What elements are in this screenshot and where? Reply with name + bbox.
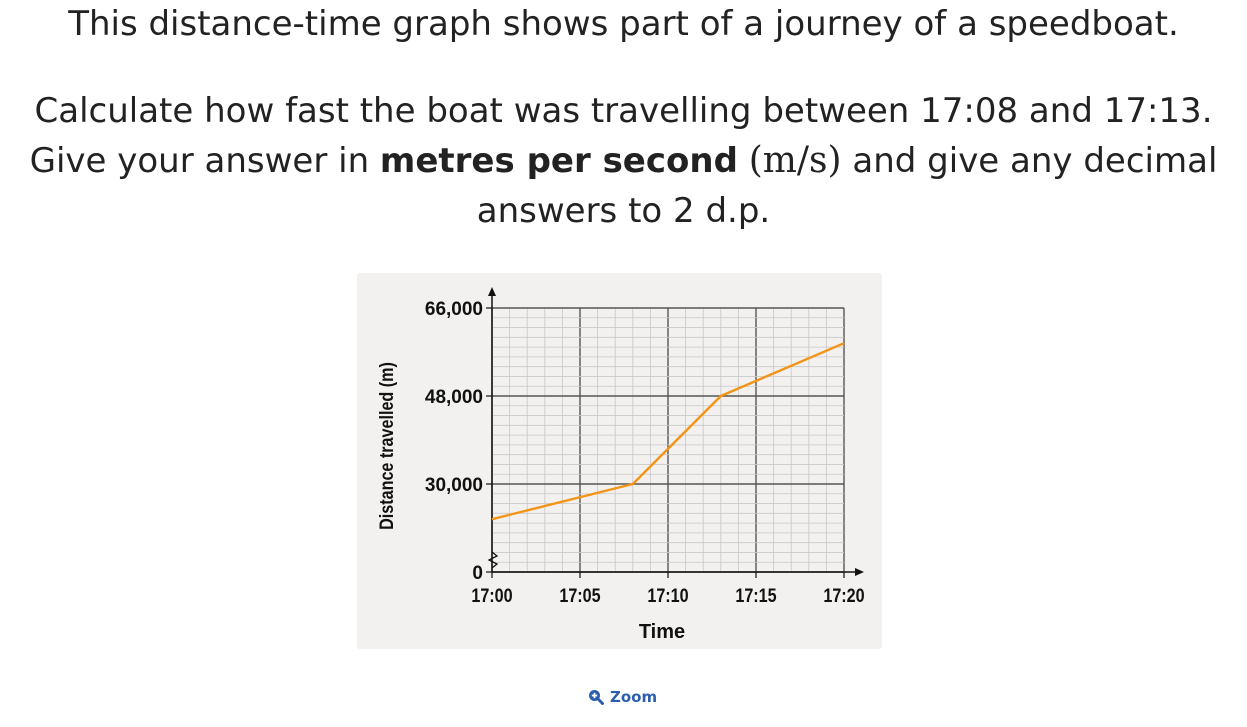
unit-emphasis: metres per second [379, 141, 738, 181]
chart-svg: 0 30,000 48,000 66,000 17:00 17:05 17:10 17:15 1… [376, 287, 865, 643]
x-tick-label: 17:05 [559, 585, 600, 607]
y-tick-label: 30,000 [425, 475, 483, 496]
question-intro: This distance-time graph shows part of a… [68, 4, 1179, 44]
x-tick-label: 17:10 [647, 585, 688, 607]
x-tick-label: 17:20 [823, 585, 864, 607]
y-axis-title: Distance travelled (m) [376, 362, 398, 530]
question-line-3: Give your answer in metres per second (m… [20, 136, 1227, 236]
question-line-2: Calculate how fast the boat was travelli… [34, 91, 1213, 131]
x-tick-label: 17:15 [735, 585, 776, 607]
question-line-3-pre: Give your answer in [29, 141, 380, 181]
chart-axes [486, 287, 864, 578]
y-tick-label: 48,000 [425, 387, 483, 408]
x-tick-label: 17:00 [471, 585, 512, 607]
series-line-speedboat [491, 342, 845, 521]
axis-break-mark [487, 551, 499, 569]
zoom-label: Zoom [610, 688, 658, 706]
zoom-in-icon [589, 690, 604, 705]
distance-time-graph: 0 30,000 48,000 66,000 17:00 17:05 17:10 17:15 1… [357, 273, 882, 649]
chart-labels: 0 30,000 48,000 66,000 17:00 17:05 17:10 17:15 1… [376, 299, 865, 643]
question-prompt: Calculate how fast the boat was travelli… [20, 86, 1227, 236]
x-axis-title: Time [639, 621, 685, 643]
chart-grid [491, 307, 845, 573]
zoom-button[interactable]: Zoom [588, 688, 657, 706]
x-axis-arrow [855, 568, 864, 576]
chart-series [491, 342, 845, 521]
y-tick-label: 66,000 [425, 299, 483, 320]
y-tick-label: 0 [472, 563, 483, 584]
y-axis-arrow [488, 287, 496, 296]
unit-symbol: (m/s) [748, 140, 842, 181]
question-line-3-post: and give any decimal answers to 2 d.p. [476, 141, 1218, 231]
